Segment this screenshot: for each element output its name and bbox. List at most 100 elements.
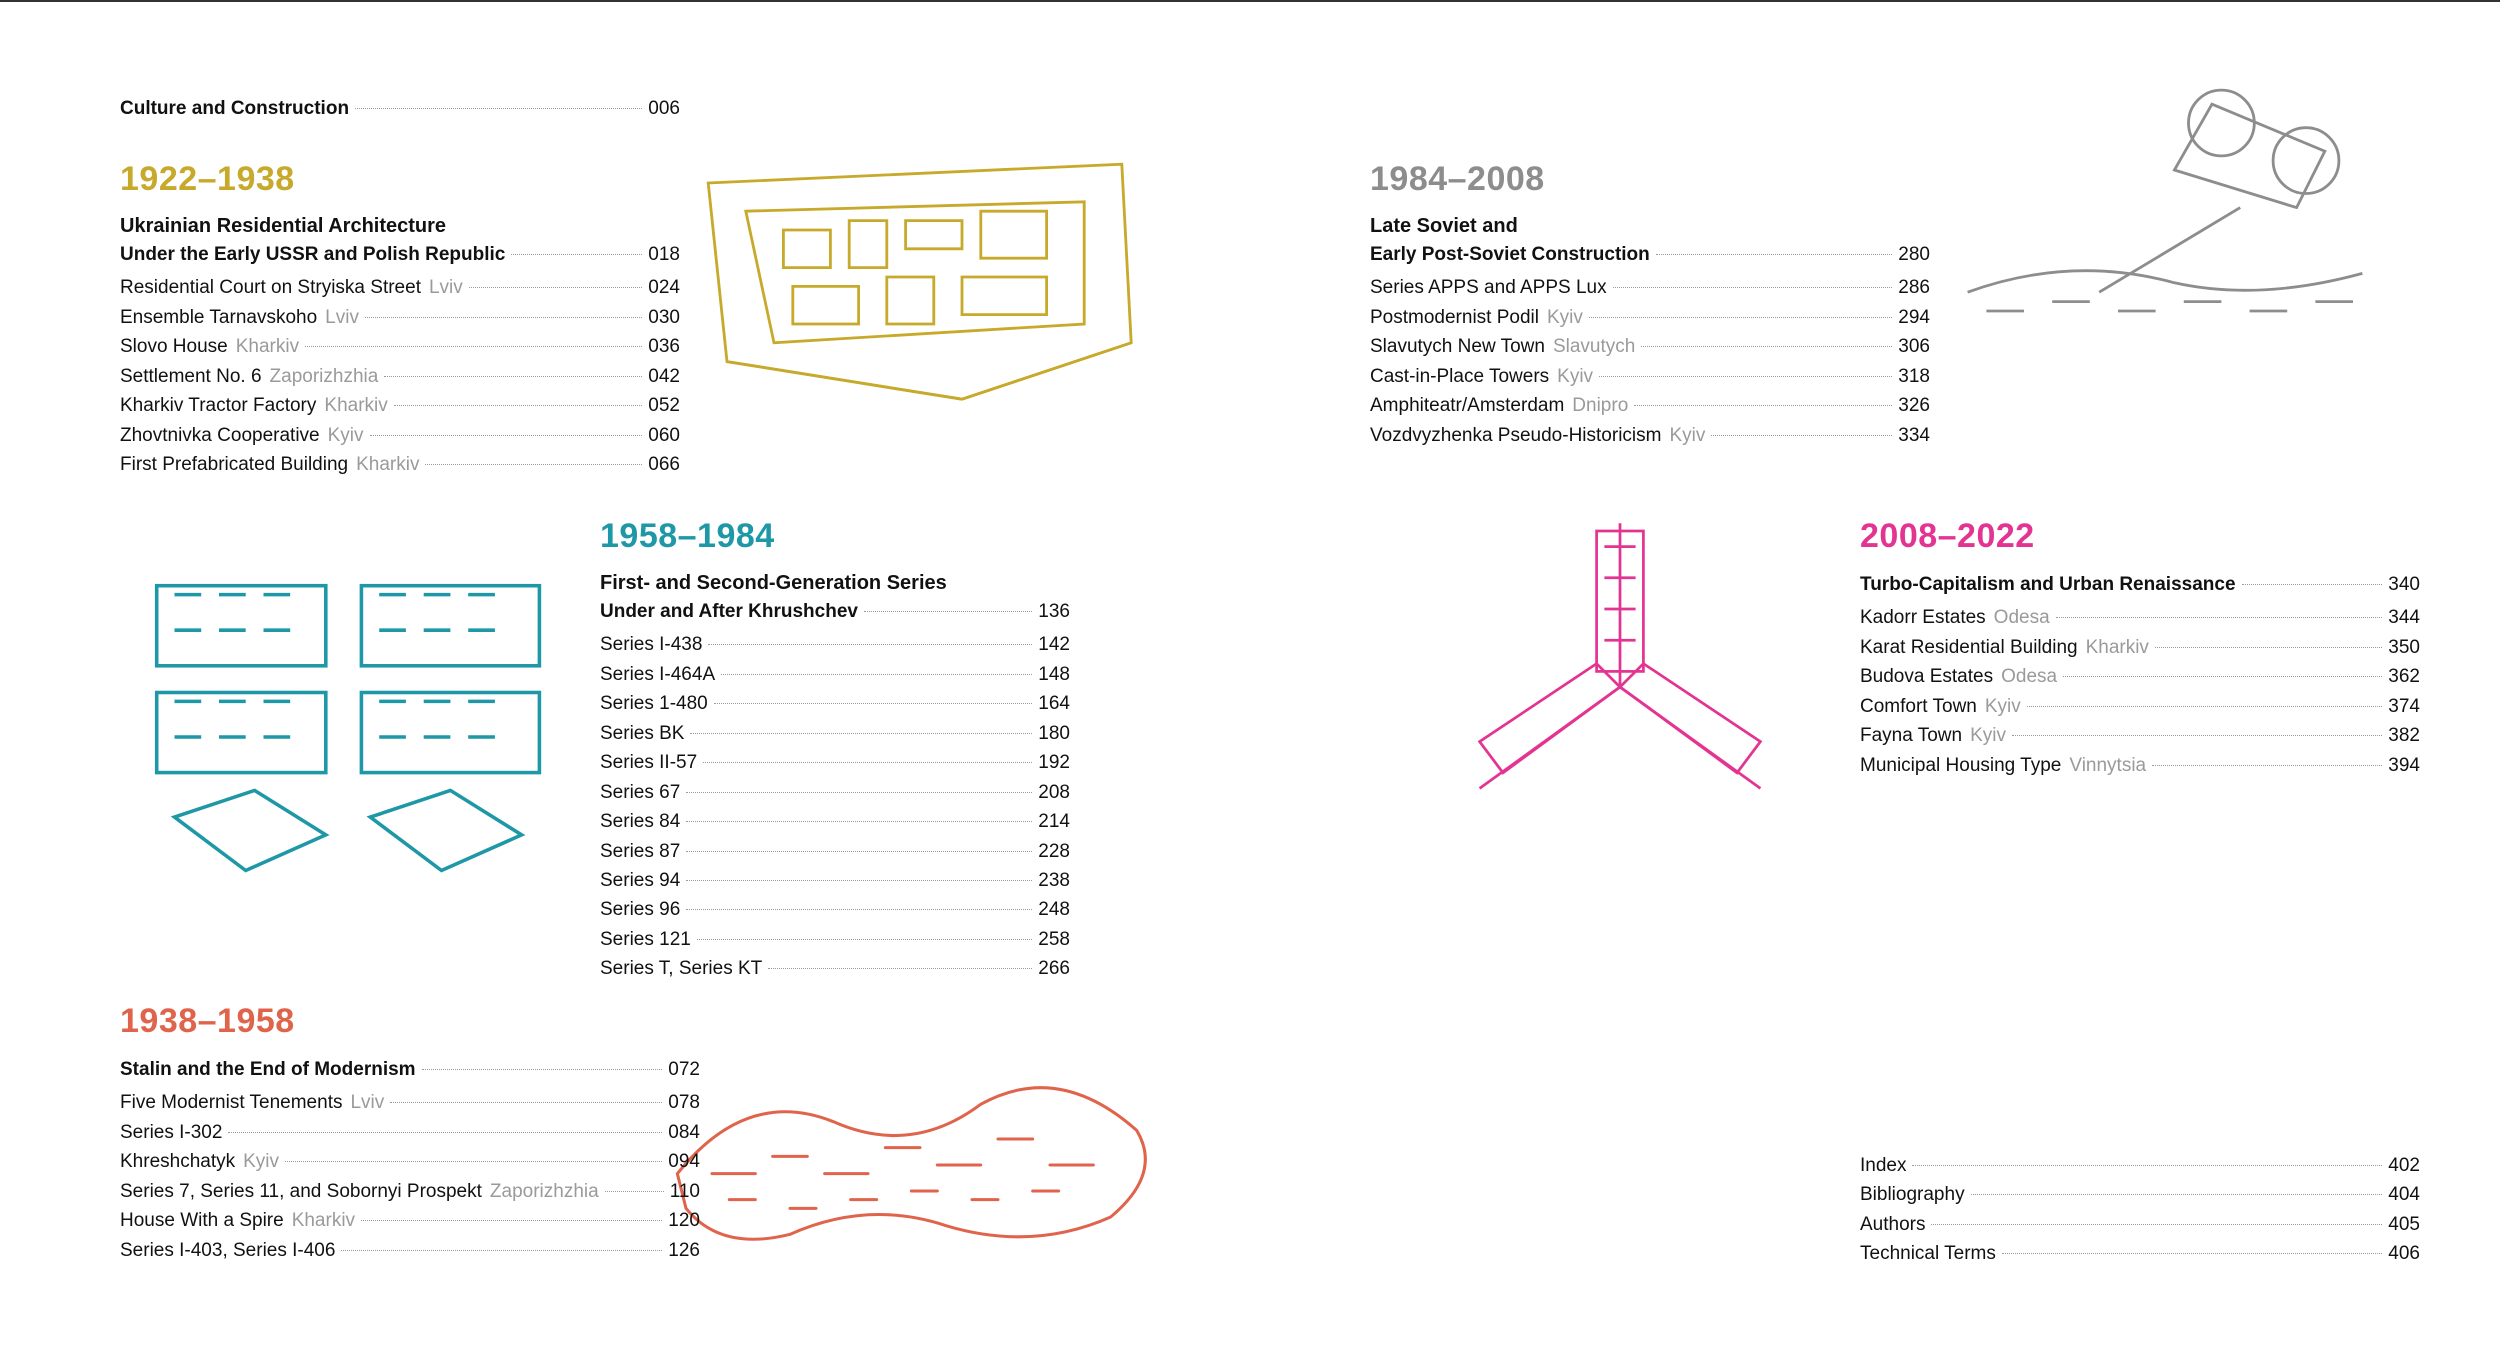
intro-label: Culture and Construction <box>120 94 349 123</box>
toc-row: Amphiteatr/AmsterdamDnipro326 <box>1370 391 1930 420</box>
toc-row: Technical Terms 406 <box>1860 1239 2420 1268</box>
leader <box>686 792 1032 793</box>
toc-page: 406 <box>2388 1239 2420 1268</box>
toc-label: Ensemble Tarnavskoho <box>120 303 317 332</box>
toc-page: 018 <box>648 240 680 269</box>
toc-row: Postmodernist PodilKyiv294 <box>1370 303 1930 332</box>
toc-label: Slovo House <box>120 332 228 361</box>
toc-label: Settlement No. 6 <box>120 362 262 391</box>
toc-label: Series II-57 <box>600 748 697 777</box>
leader <box>714 703 1033 704</box>
toc-row: Series I-302084 <box>120 1118 700 1147</box>
leader <box>690 733 1032 734</box>
toc-row: Karat Residential BuildingKharkiv350 <box>1860 633 2420 662</box>
toc-page: 404 <box>2388 1180 2420 1209</box>
toc-row: Series 7, Series 11, and Sobornyi Prospe… <box>120 1177 700 1206</box>
toc-label: Technical Terms <box>1860 1239 1996 1268</box>
toc-row: Index402 <box>1860 1151 2420 1180</box>
toc-label: Vozdvyzhenka Pseudo-Historicism <box>1370 421 1661 450</box>
toc-label: Stalin and the End of Modernism <box>120 1055 416 1084</box>
leader <box>2027 706 2383 707</box>
toc-page: 110 <box>670 1177 700 1206</box>
toc-row: Series I-438142 <box>600 630 1070 659</box>
toc-page: 136 <box>1038 597 1070 626</box>
intro-page: 006 <box>648 94 680 123</box>
toc-label: Under and After Khrushchev <box>600 597 858 626</box>
toc-list: Residential Court on Stryiska StreetLviv… <box>120 273 680 479</box>
toc-label: Series I-464A <box>600 660 715 689</box>
toc-location: Kharkiv <box>356 450 419 479</box>
toc-row: Settlement No. 6Zaporizhzhia042 <box>120 362 680 391</box>
toc-row: KhreshchatykKyiv094 <box>120 1147 700 1176</box>
toc-page: 350 <box>2388 633 2420 662</box>
toc-row: Under and After Khrushchev 136 <box>600 597 1070 626</box>
toc-label: Index <box>1860 1151 1906 1180</box>
toc-label: Fayna Town <box>1860 721 1962 750</box>
toc-page: 340 <box>2388 570 2420 599</box>
toc-label: Kadorr Estates <box>1860 603 1986 632</box>
leader <box>511 254 642 255</box>
toc-label: Khreshchatyk <box>120 1147 235 1176</box>
toc-page: 042 <box>648 362 680 391</box>
leader <box>1599 376 1892 377</box>
section-s3: 1958–1984First- and Second-Generation Se… <box>600 517 1070 984</box>
toc-page: 344 <box>2388 603 2420 632</box>
leader <box>425 464 642 465</box>
leader <box>2155 647 2382 648</box>
toc-row: Series 96248 <box>600 895 1070 924</box>
leader <box>686 909 1032 910</box>
toc-label: Under the Early USSR and Polish Republic <box>120 240 505 269</box>
leader <box>697 939 1032 940</box>
toc-label: Karat Residential Building <box>1860 633 2078 662</box>
toc-page: 248 <box>1038 895 1070 924</box>
section-subtitle: First- and Second-Generation Series <box>600 570 1070 597</box>
toc-row: Stalin and the End of Modernism072 <box>120 1055 700 1084</box>
leader <box>1641 346 1892 347</box>
leader <box>228 1132 662 1133</box>
leader <box>2002 1253 2382 1254</box>
section-s5: 2008–2022Turbo-Capitalism and Urban Rena… <box>1860 517 2420 780</box>
backmatter-block: Index402Bibliography404Authors405Technic… <box>1860 1147 2420 1269</box>
leader <box>1711 435 1892 436</box>
toc-page: 078 <box>668 1088 700 1117</box>
leader <box>686 821 1032 822</box>
toc-row-intro: Culture and Construction 006 <box>120 94 680 123</box>
toc-page: 208 <box>1038 778 1070 807</box>
leader <box>768 968 1032 969</box>
leader <box>703 762 1032 763</box>
toc-location: Zaporizhzhia <box>490 1177 599 1206</box>
toc-label: Cast-in-Place Towers <box>1370 362 1549 391</box>
toc-page: 266 <box>1038 954 1070 983</box>
section-s4: 1984–2008Late Soviet andEarly Post-Sovie… <box>1370 160 1930 450</box>
toc-location: Slavutych <box>1553 332 1635 361</box>
section-s1: 1922–1938Ukrainian Residential Architect… <box>120 160 680 480</box>
toc-row: Vozdvyzhenka Pseudo-HistoricismKyiv334 <box>1370 421 1930 450</box>
toc-page: 142 <box>1038 630 1070 659</box>
toc-page: 280 <box>1898 240 1930 269</box>
toc-page: 036 <box>648 332 680 361</box>
section-s2: 1938–1958Stalin and the End of Modernism… <box>120 1002 700 1265</box>
leader <box>370 435 643 436</box>
toc-label: Municipal Housing Type <box>1860 751 2061 780</box>
toc-row: Series I-464A148 <box>600 660 1070 689</box>
toc-row: Series II-57192 <box>600 748 1070 777</box>
toc-row: Series APPS and APPS Lux286 <box>1370 273 1930 302</box>
section-era: 2008–2022 <box>1860 517 2420 556</box>
toc-row: Fayna TownKyiv382 <box>1860 721 2420 750</box>
section-era: 1984–2008 <box>1370 160 1930 199</box>
toc-row: Authors405 <box>1860 1210 2420 1239</box>
toc-page: 326 <box>1898 391 1930 420</box>
toc-page: 052 <box>648 391 680 420</box>
toc-page: 394 <box>2388 751 2420 780</box>
toc-row: Series BK180 <box>600 719 1070 748</box>
toc-row: Comfort TownKyiv374 <box>1860 692 2420 721</box>
toc-label: Series 1-480 <box>600 689 708 718</box>
leader <box>2056 617 2383 618</box>
leader <box>864 611 1032 612</box>
toc-location: Vinnytsia <box>2069 751 2146 780</box>
toc-row: Cast-in-Place TowersKyiv318 <box>1370 362 1930 391</box>
toc-location: Kharkiv <box>236 332 299 361</box>
toc-label: Series 121 <box>600 925 691 954</box>
leader <box>384 376 642 377</box>
toc-row: Series 67208 <box>600 778 1070 807</box>
